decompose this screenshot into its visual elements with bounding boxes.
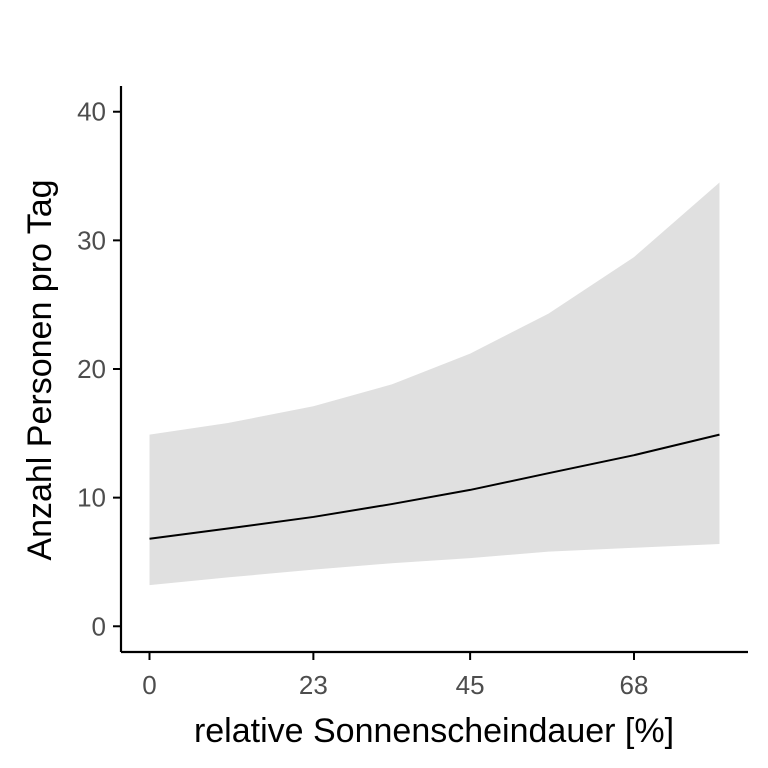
confidence-band — [149, 182, 720, 586]
axes — [113, 86, 748, 660]
confidence-band-layer — [149, 182, 720, 586]
x-tick-label: 45 — [456, 670, 485, 700]
y-tick-label: 40 — [77, 97, 106, 127]
x-axis-title: relative Sonnenscheindauer [%] — [194, 712, 674, 750]
x-tick-label: 68 — [620, 670, 649, 700]
y-tick-label: 20 — [77, 354, 106, 384]
y-tick-label: 10 — [77, 483, 106, 513]
y-tick-label: 0 — [92, 611, 106, 641]
trend-line — [149, 433, 720, 540]
y-tick-label: 30 — [77, 225, 106, 255]
trend-line-layer — [149, 433, 720, 540]
tick-labels: 0 10 20 30 40 0 23 45 68 — [77, 97, 648, 700]
y-axis-title: Anzahl Personen pro Tag — [21, 179, 59, 560]
x-tick-label: 0 — [142, 670, 156, 700]
x-tick-label: 23 — [299, 670, 328, 700]
